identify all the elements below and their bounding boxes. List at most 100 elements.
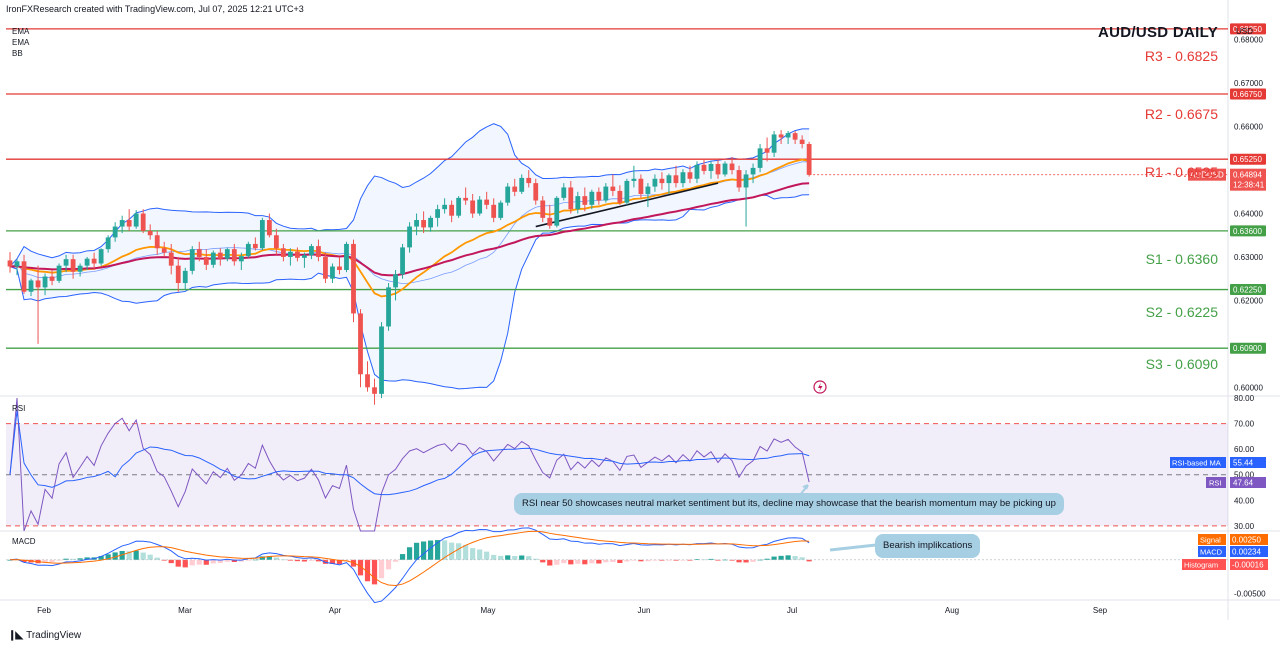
candle	[470, 193, 476, 218]
candle	[680, 169, 686, 188]
macd-histogram-bar	[533, 558, 539, 560]
bb-lower-line	[9, 194, 810, 390]
rsi-tag-bg	[1206, 477, 1226, 488]
candle-body	[309, 246, 314, 256]
candle-body	[84, 258, 90, 266]
candle	[266, 213, 272, 238]
candle	[77, 263, 83, 277]
candle	[484, 191, 490, 210]
candle-body	[358, 313, 363, 375]
candle	[617, 185, 623, 205]
macd-histogram-bar	[161, 559, 167, 561]
macd-tag-label-bg	[1198, 546, 1226, 557]
currency-label[interactable]: USD	[1236, 27, 1253, 36]
candle	[638, 174, 644, 199]
macd-histogram-bar	[694, 559, 700, 560]
candle-body	[799, 139, 805, 144]
candle-body	[238, 256, 244, 262]
rsi-tick-label: 80.00	[1234, 394, 1255, 403]
candle	[309, 243, 314, 260]
candle-body	[512, 186, 518, 192]
candle-body	[98, 249, 104, 264]
macd-histogram-bar	[147, 554, 153, 560]
candle-body	[673, 175, 679, 184]
candle-body	[154, 235, 160, 249]
candle	[133, 210, 139, 229]
candle-body	[252, 243, 258, 249]
macd-histogram-bar	[512, 556, 518, 560]
x-tick-aug: Aug	[944, 606, 960, 615]
candle	[126, 209, 132, 231]
rsi-tick-label: 60.00	[1234, 445, 1255, 454]
candle-body	[631, 178, 637, 181]
candle-body	[554, 197, 560, 226]
macd-histogram-bar	[49, 559, 55, 563]
macd-histogram-bar	[617, 559, 623, 563]
candle-body	[393, 274, 398, 288]
level-label-r1: R1 - 0.6525	[1144, 164, 1218, 180]
candle	[84, 256, 90, 270]
candle-body	[561, 187, 567, 198]
candle	[729, 157, 735, 175]
tradingview-footer[interactable]: ❙◣ TradingView	[8, 630, 81, 641]
candle	[288, 248, 293, 266]
candle	[224, 247, 230, 262]
rsi-ma-value-bg	[1230, 457, 1266, 468]
macd-histogram-bar	[631, 559, 637, 561]
candle-body	[133, 213, 139, 227]
candle	[337, 256, 342, 275]
signal-tag-label: Signal	[1200, 536, 1221, 545]
macd-histogram-bar	[308, 559, 315, 561]
candle	[140, 209, 146, 234]
macd-histogram-bar	[196, 559, 202, 565]
candle-body	[547, 217, 553, 226]
candle-body	[273, 235, 279, 249]
candle	[631, 165, 637, 188]
candle	[771, 130, 777, 158]
candle	[316, 239, 321, 262]
x-tick-sep: Sep	[1092, 606, 1108, 615]
candle-body	[645, 186, 651, 194]
candle	[498, 200, 504, 221]
x-tick-jul: Jul	[786, 606, 798, 615]
tradingview-brand: TradingView	[26, 630, 82, 641]
macd-histogram-bar	[231, 559, 237, 563]
indicator-label-bb[interactable]: BB	[12, 49, 23, 58]
rsi-pane-label[interactable]: RSI	[12, 404, 26, 413]
macd-line	[9, 527, 810, 604]
chart-header: IronFXResearch created with TradingView.…	[6, 4, 304, 14]
candle	[701, 159, 707, 175]
candle-body	[288, 251, 293, 257]
price-axis: 0.68000 0.67000 0.66000 0.64000 0.63000 0.620…	[1234, 36, 1266, 599]
candle	[722, 161, 728, 177]
candle	[330, 263, 335, 284]
candle	[561, 183, 567, 201]
candle-body	[540, 200, 546, 218]
candle	[673, 165, 679, 188]
macd-pane-label[interactable]: MACD	[12, 537, 36, 546]
candle	[435, 204, 441, 227]
macd-histogram-bar	[175, 559, 181, 567]
macd-histogram-bar	[378, 559, 385, 579]
candle-body	[168, 252, 174, 266]
macd-histogram-bar	[112, 552, 118, 560]
candle-body	[372, 387, 377, 394]
candle-body	[575, 196, 581, 210]
candle	[526, 170, 532, 188]
candle-body	[477, 199, 483, 214]
macd-histogram-bar	[392, 559, 399, 562]
price-tick-label: 0.64000	[1234, 210, 1263, 219]
candle	[217, 248, 223, 266]
indicator-label-ema-2[interactable]: EMA	[12, 38, 30, 47]
symbol-tag-text: AUDUSD	[1190, 171, 1224, 180]
candle	[652, 174, 658, 192]
candle-body	[715, 163, 721, 175]
candle-body	[35, 280, 41, 288]
candle	[407, 222, 412, 253]
candle	[252, 237, 258, 251]
macd-histogram-bar	[624, 559, 630, 562]
tradingview-logo-icon: ❙◣	[8, 630, 23, 641]
indicator-label-ema-1[interactable]: EMA	[12, 27, 30, 36]
